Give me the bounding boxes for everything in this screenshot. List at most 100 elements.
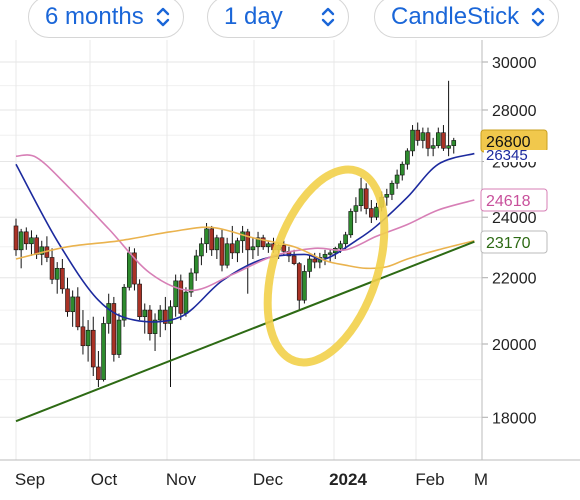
candles (13, 80, 457, 388)
candle (29, 230, 34, 256)
candle (173, 274, 178, 317)
candle (240, 225, 245, 253)
candle-body (13, 225, 19, 251)
candle (214, 234, 220, 259)
y-tick-label: 18000 (492, 410, 537, 427)
chart-type-select[interactable]: CandleStick (374, 0, 559, 38)
candle (405, 148, 410, 170)
candle-body (193, 255, 199, 274)
candle-body (111, 303, 117, 355)
candle-body (163, 309, 168, 324)
price-tag-current: 26800 (480, 129, 548, 153)
candle-body (327, 252, 333, 255)
x-tick-label: Feb (415, 470, 444, 489)
candle (399, 161, 405, 181)
candle (96, 350, 101, 388)
candle-body (369, 208, 374, 218)
x-tick-label: Sep (15, 470, 45, 489)
sma-line-mid (15, 154, 475, 292)
candle-body (199, 243, 204, 257)
candle-body (312, 258, 318, 263)
chevron-up-down-icon (531, 7, 545, 27)
candle-body (178, 280, 184, 314)
candle (116, 313, 122, 359)
price-tag-label: 23170 (486, 235, 531, 252)
interval-select[interactable]: 1 day (207, 0, 349, 38)
candle-body (394, 174, 400, 184)
candle (363, 183, 369, 215)
candle (435, 127, 441, 149)
candle (18, 228, 24, 269)
candle-body (18, 231, 24, 251)
candle (142, 303, 148, 334)
candle (193, 249, 199, 281)
candle (425, 127, 431, 157)
candle-body (116, 319, 122, 355)
candle (49, 248, 55, 285)
candle (132, 248, 137, 291)
candle-body (255, 237, 261, 248)
candle-body (132, 252, 137, 285)
chevron-up-down-icon (321, 7, 335, 27)
trend-line (15, 240, 475, 423)
candle (302, 265, 307, 304)
price-tag-green: 23170 (480, 230, 548, 254)
candle-body (441, 132, 446, 149)
candle (199, 237, 204, 266)
candle-body (60, 267, 65, 290)
price-tag-blue: 26345 (484, 147, 548, 164)
candle (317, 252, 323, 269)
candle (70, 290, 75, 327)
candle-body (260, 237, 266, 248)
candle (358, 177, 364, 212)
y-tick-label: 20000 (492, 337, 537, 354)
candle (163, 296, 168, 331)
candle-body (214, 237, 220, 251)
candle (260, 234, 266, 250)
price-tag-label: 26345 (486, 147, 528, 164)
candle-body (54, 267, 60, 280)
candle (327, 249, 333, 263)
candle-body (281, 244, 287, 252)
price-tag-box (480, 230, 548, 254)
candle-body (168, 306, 173, 324)
candle-body (435, 132, 441, 146)
candle-body (219, 237, 225, 266)
candle (353, 197, 359, 224)
candle-body (106, 303, 111, 324)
chevron-up-down-icon (156, 7, 170, 27)
candle-body (65, 288, 70, 313)
candle-body (343, 234, 348, 245)
candle (90, 316, 96, 377)
candle-body (70, 296, 75, 313)
candle (410, 125, 415, 157)
candle (121, 284, 127, 327)
annotations (263, 165, 389, 367)
x-tick-label: Oct (91, 470, 118, 489)
candle-body (322, 254, 328, 258)
candle (235, 237, 240, 263)
highlight-circle (263, 165, 389, 367)
candle-body (90, 329, 96, 368)
range-select[interactable]: 6 months (28, 0, 184, 38)
candle-body (307, 258, 312, 272)
candle-body (230, 243, 235, 254)
candle (266, 240, 271, 253)
candle-body (296, 263, 302, 301)
candle (111, 296, 117, 362)
candle-body (405, 150, 410, 165)
candle-body (415, 129, 421, 141)
candle-body (188, 272, 194, 293)
candle (291, 249, 297, 266)
candle-body (446, 145, 451, 149)
candle-body (235, 240, 240, 254)
candle-body (85, 329, 91, 347)
candle-body (384, 194, 390, 198)
candle-body (204, 228, 209, 245)
candle-body (410, 129, 415, 152)
candle (394, 169, 400, 189)
candle-body (101, 323, 106, 380)
